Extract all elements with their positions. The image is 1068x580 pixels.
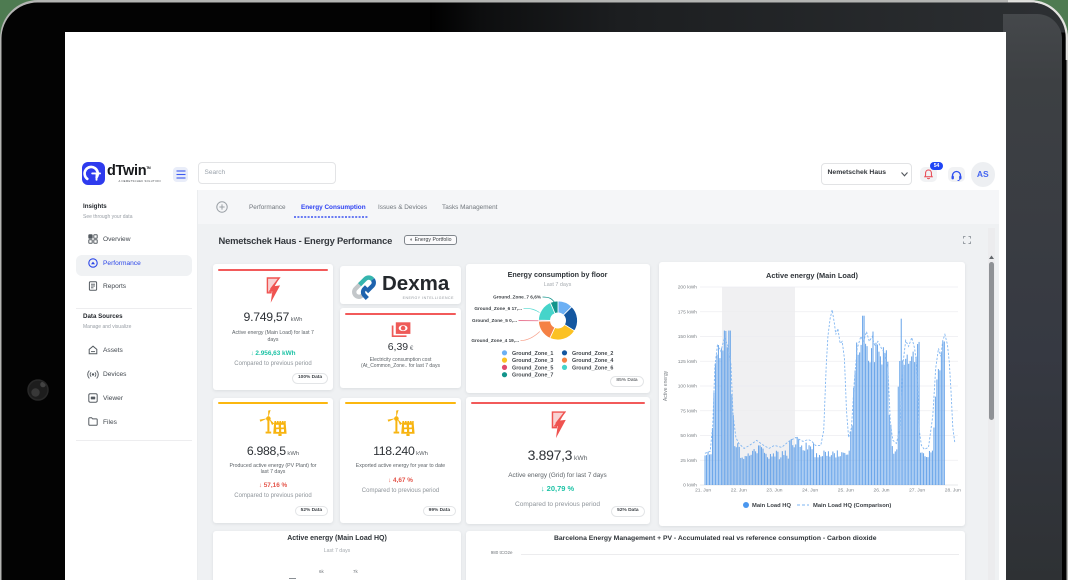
svg-text:Ground_Zone_1: Ground_Zone_1: [512, 351, 553, 357]
svg-text:21. Jun: 21. Jun: [695, 488, 711, 494]
svg-text:Ground_Zone_3: Ground_Zone_3: [512, 358, 553, 364]
svg-text:Active energy: Active energy: [663, 370, 669, 401]
svg-text:100 kWh: 100 kWh: [678, 384, 698, 390]
svg-text:26. Jun: 26. Jun: [873, 488, 889, 494]
svg-text:125 kWh: 125 kWh: [678, 359, 698, 365]
svg-text:24. Jun: 24. Jun: [802, 488, 818, 494]
svg-text:50 kWh: 50 kWh: [680, 433, 697, 439]
svg-text:25 kWh: 25 kWh: [680, 458, 697, 464]
svg-text:Ground_Zone_6 17,...: Ground_Zone_6 17,...: [474, 306, 522, 311]
svg-text:25. Jun: 25. Jun: [838, 488, 854, 494]
svg-text:22. Jun: 22. Jun: [731, 488, 747, 494]
svg-text:28. Jun: 28. Jun: [945, 488, 961, 494]
svg-text:200 kWh: 200 kWh: [678, 285, 698, 291]
svg-text:0 kWh: 0 kWh: [683, 483, 697, 489]
svg-text:Ground_Zone_7 6,6%: Ground_Zone_7 6,6%: [493, 295, 542, 300]
svg-text:23. Jun: 23. Jun: [766, 488, 782, 494]
svg-text:Ground_Zone_7: Ground_Zone_7: [512, 373, 553, 379]
svg-text:150 kWh: 150 kWh: [678, 334, 698, 340]
svg-text:Main Load HQ: Main Load HQ: [752, 503, 791, 509]
svg-text:Ground_Zone_6: Ground_Zone_6: [572, 365, 613, 371]
svg-text:Main Load HQ (Comparison): Main Load HQ (Comparison): [813, 503, 891, 509]
svg-text:Ground_Zone_4: Ground_Zone_4: [572, 358, 613, 364]
svg-text:175 kWh: 175 kWh: [678, 309, 698, 315]
svg-text:75 kWh: 75 kWh: [680, 408, 697, 414]
svg-text:Ground_Zone_4 19,...: Ground_Zone_4 19,...: [471, 338, 519, 343]
svg-text:Ground_Zone_5 0,...: Ground_Zone_5 0,...: [471, 318, 516, 323]
svg-text:Ground_Zone_2: Ground_Zone_2: [572, 351, 613, 357]
svg-text:Ground_Zone_5: Ground_Zone_5: [512, 365, 553, 371]
svg-text:27. Jun: 27. Jun: [909, 488, 925, 494]
